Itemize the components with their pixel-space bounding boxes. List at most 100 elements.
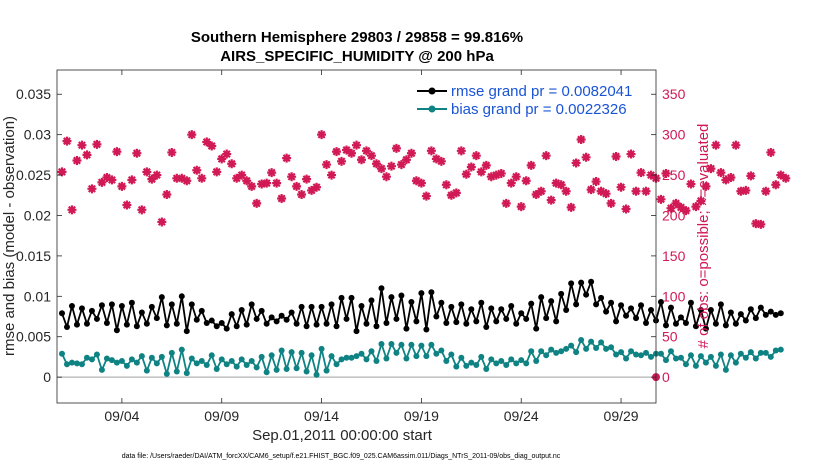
obs-count-point: [272, 178, 282, 188]
rmse-point: [278, 312, 285, 319]
rmse-point: [493, 318, 500, 325]
obs-count-point: [756, 219, 766, 229]
obs-count-point: [591, 177, 601, 187]
bias-point: [268, 352, 275, 359]
bias-point: [608, 344, 615, 351]
obs-count-point: [526, 160, 536, 170]
rmse-point: [98, 302, 105, 309]
obs-count-point: [666, 203, 676, 213]
bias-point: [173, 368, 180, 375]
obs-count-point: [446, 190, 456, 200]
rmse-point: [323, 320, 330, 327]
rmse-point: [273, 318, 280, 325]
obs-count-point: [361, 146, 371, 156]
bias-point: [568, 342, 575, 349]
right-tick-label: 350: [662, 86, 686, 102]
obs-count-point: [282, 153, 292, 163]
bias-point: [68, 359, 75, 366]
bias-point: [378, 341, 385, 347]
rmse-point: [533, 325, 540, 332]
rmse-point: [608, 299, 615, 306]
bias-point: [433, 350, 440, 357]
obs-count-point: [611, 151, 621, 161]
bias-point: [418, 342, 425, 349]
obs-count-point: [481, 160, 491, 170]
rmse-point: [558, 290, 565, 297]
rmse-point: [682, 319, 689, 326]
bias-point: [368, 348, 375, 355]
rmse-point: [408, 298, 415, 305]
obs-count-point: [232, 173, 242, 183]
rmse-point: [777, 310, 784, 317]
rmse-point: [88, 307, 95, 314]
rmse-point: [553, 318, 560, 325]
rmse-point: [488, 305, 495, 312]
rmse-point: [318, 303, 325, 310]
rmse-point: [448, 303, 455, 310]
bias-point: [702, 359, 709, 366]
rmse-point: [657, 298, 664, 305]
left-tick-label: 0.01: [24, 288, 51, 304]
obs-count-point: [476, 167, 486, 177]
rmse-point: [588, 278, 595, 285]
rmse-point: [573, 301, 580, 308]
left-tick-label: 0.025: [16, 167, 51, 183]
bias-point: [463, 362, 470, 369]
bias-point: [363, 356, 370, 363]
rmse-point: [118, 303, 125, 310]
rmse-point: [563, 307, 570, 314]
obs-count-point: [736, 186, 746, 196]
bias-point: [468, 359, 475, 366]
bias-point: [78, 361, 85, 368]
obs-count-point: [581, 152, 591, 162]
left-tick-label: 0.015: [16, 248, 51, 264]
obs-count-point: [656, 194, 666, 204]
obs-count-point: [262, 178, 272, 188]
rmse-point: [198, 307, 205, 314]
obs-count-point: [142, 167, 152, 177]
bias-point: [528, 348, 535, 355]
rmse-point: [243, 321, 250, 328]
right-tick-label: 100: [662, 288, 686, 304]
bias-point: [662, 357, 669, 364]
rmse-point: [133, 323, 140, 330]
obs-count-point: [441, 180, 451, 190]
obs-count-point: [112, 147, 122, 157]
bias-point: [93, 351, 100, 358]
bias-point: [248, 357, 255, 364]
obs-count-point: [716, 168, 726, 178]
obs-count-point: [157, 217, 167, 227]
rmse-point: [153, 315, 160, 322]
obs-count-point: [711, 140, 721, 150]
rmse-point: [438, 299, 445, 306]
rmse-point: [633, 315, 640, 322]
rmse-point: [228, 311, 235, 318]
obs-count-point: [486, 172, 496, 182]
rmse-point: [418, 290, 425, 297]
rmse-point: [73, 321, 80, 328]
bias-point: [393, 349, 400, 356]
rmse-point: [762, 311, 769, 318]
bias-point: [313, 371, 320, 378]
bias-point: [682, 361, 689, 368]
bias-point: [638, 352, 645, 359]
bias-point: [58, 350, 65, 357]
bias-point: [348, 354, 355, 361]
obs-count-point: [202, 137, 212, 147]
bias-point: [677, 354, 684, 361]
bias-point: [323, 367, 330, 374]
bias-point: [732, 359, 739, 366]
obs-count-point: [571, 158, 581, 168]
obs-count-point: [661, 168, 671, 178]
rmse-point: [548, 298, 555, 305]
obs-count-point: [152, 170, 162, 180]
right-axis-tick-labels: 0 50 100 150 200 250 300 350: [662, 86, 686, 385]
x-tick-label: 09/29: [604, 408, 639, 424]
rmse-point: [583, 291, 590, 298]
bias-point: [293, 365, 300, 372]
bias-point: [138, 353, 145, 360]
obs-count-point: [277, 194, 287, 204]
obs-count-point: [122, 200, 132, 210]
obs-count-point: [721, 175, 731, 185]
